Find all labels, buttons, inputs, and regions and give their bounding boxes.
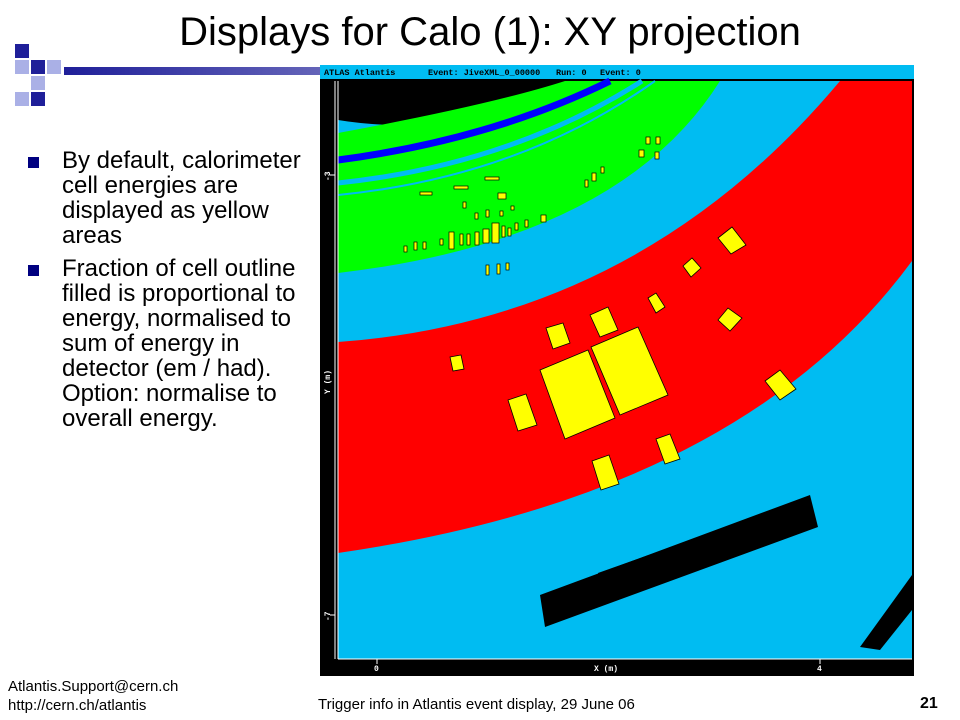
decoration-square: [15, 92, 29, 106]
decoration-square: [15, 44, 29, 58]
header-app-name: ATLAS Atlantis: [324, 68, 395, 78]
cell-energy: [484, 176, 500, 181]
footer-contact: Atlantis.Support@cern.ch http://cern.ch/…: [8, 677, 178, 715]
x-axis-tick-label: 0: [374, 665, 379, 674]
cell-energy: [439, 238, 444, 246]
cell-energy: [717, 226, 747, 255]
cell-energy: [485, 264, 490, 276]
decoration-square: [15, 60, 29, 74]
cell-energy: [524, 219, 529, 228]
decoration-square: [31, 76, 45, 90]
cell-energy: [591, 172, 597, 182]
plot-area: [337, 77, 912, 659]
cell-energy: [655, 136, 661, 145]
cell-energy: [482, 228, 490, 244]
bullet-marker-icon: [28, 157, 39, 168]
muon-chamber: [598, 521, 750, 587]
cell-energy: [764, 369, 797, 401]
cell-energy: [459, 233, 464, 246]
solenoid-band: [337, 77, 612, 164]
had-calorimeter-region: [338, 81, 912, 553]
cell-energy: [655, 433, 681, 465]
bullet-option-text: Option: normalise to overall energy.: [62, 380, 277, 432]
calo-inner-ring: [337, 78, 644, 186]
cell-energy: [645, 136, 651, 145]
cell-energy: [413, 241, 418, 251]
cell-energy: [453, 185, 469, 190]
cell-energy: [422, 241, 427, 250]
cell-energy: [491, 222, 500, 244]
cell-energy: [466, 233, 471, 246]
cell-energy: [591, 454, 620, 491]
decoration-square: [31, 60, 45, 74]
x-axis-label: X (m): [594, 665, 618, 674]
cell-energy: [505, 262, 510, 271]
header-event: Event: 0: [600, 68, 641, 78]
cell-energy: [499, 210, 504, 217]
y-axis-tick-label: -3: [324, 171, 333, 181]
bullet-item: By default, calorimeter cell energies ar…: [26, 148, 311, 248]
cell-energy: [584, 179, 589, 188]
muon-chamber: [338, 81, 580, 126]
cell-energy: [539, 349, 616, 440]
cell-energy: [682, 257, 702, 278]
header-bar: [320, 65, 914, 79]
cell-energy: [600, 166, 605, 174]
em-cell-deposits: [403, 136, 661, 276]
bullet-list: By default, calorimeter cell energies ar…: [26, 148, 311, 439]
cell-energy: [510, 205, 515, 211]
cell-energy: [419, 191, 433, 196]
cell-energy: [403, 245, 408, 253]
cell-energy: [589, 306, 619, 338]
cell-energy: [449, 354, 465, 372]
cell-energy: [501, 225, 506, 238]
bullet-marker-icon: [28, 265, 39, 276]
cell-energy: [496, 263, 501, 275]
cell-energy: [540, 214, 547, 223]
bullet-item: Fraction of cell outline filled is propo…: [26, 256, 311, 431]
footer-center-text: Trigger info in Atlantis event display, …: [318, 696, 635, 713]
y-axis-label: Y (m): [324, 370, 333, 394]
had-cell-deposits: [449, 226, 797, 491]
header-run: Run: 0: [556, 68, 587, 78]
page-number: 21: [920, 695, 938, 712]
cell-energy: [507, 227, 512, 237]
em-calorimeter-region: [338, 81, 720, 273]
cell-energy: [654, 151, 660, 160]
cell-energy: [647, 292, 666, 314]
x-axis-tick-label: 4: [817, 665, 822, 674]
cell-energy: [590, 326, 669, 416]
cell-energy: [474, 231, 480, 246]
cell-energy: [474, 212, 479, 220]
cell-energy: [545, 322, 571, 350]
y-axis-tick-label: -7: [324, 611, 333, 621]
cell-energy: [717, 307, 743, 332]
decoration-square: [47, 60, 61, 74]
atlantis-display: ATLAS Atlantis Event: JiveXML_0_00000 Ru…: [320, 65, 914, 676]
calo-inner-ring: [337, 80, 656, 196]
axes: -3 -7 Y (m) 0 4 X (m): [324, 81, 912, 674]
cell-energy: [497, 192, 507, 200]
cell-energy: [462, 201, 467, 209]
bullet-text: By default, calorimeter cell energies ar…: [62, 147, 301, 249]
cell-energy: [485, 209, 490, 218]
cell-energy: [448, 231, 455, 250]
decoration-square: [31, 92, 45, 106]
muon-chamber: [860, 575, 912, 650]
header-event-file: Event: JiveXML_0_00000: [428, 68, 540, 78]
footer-url[interactable]: http://cern.ch/atlantis: [8, 697, 147, 714]
footer-email[interactable]: Atlantis.Support@cern.ch: [8, 678, 179, 695]
bullet-text: Fraction of cell outline filled is propo…: [62, 255, 296, 382]
cell-energy: [514, 222, 519, 231]
muon-chamber: [540, 495, 818, 627]
slide-title: Displays for Calo (1): XY projection: [179, 10, 801, 54]
cell-energy: [638, 149, 645, 158]
cell-energy: [507, 393, 538, 432]
